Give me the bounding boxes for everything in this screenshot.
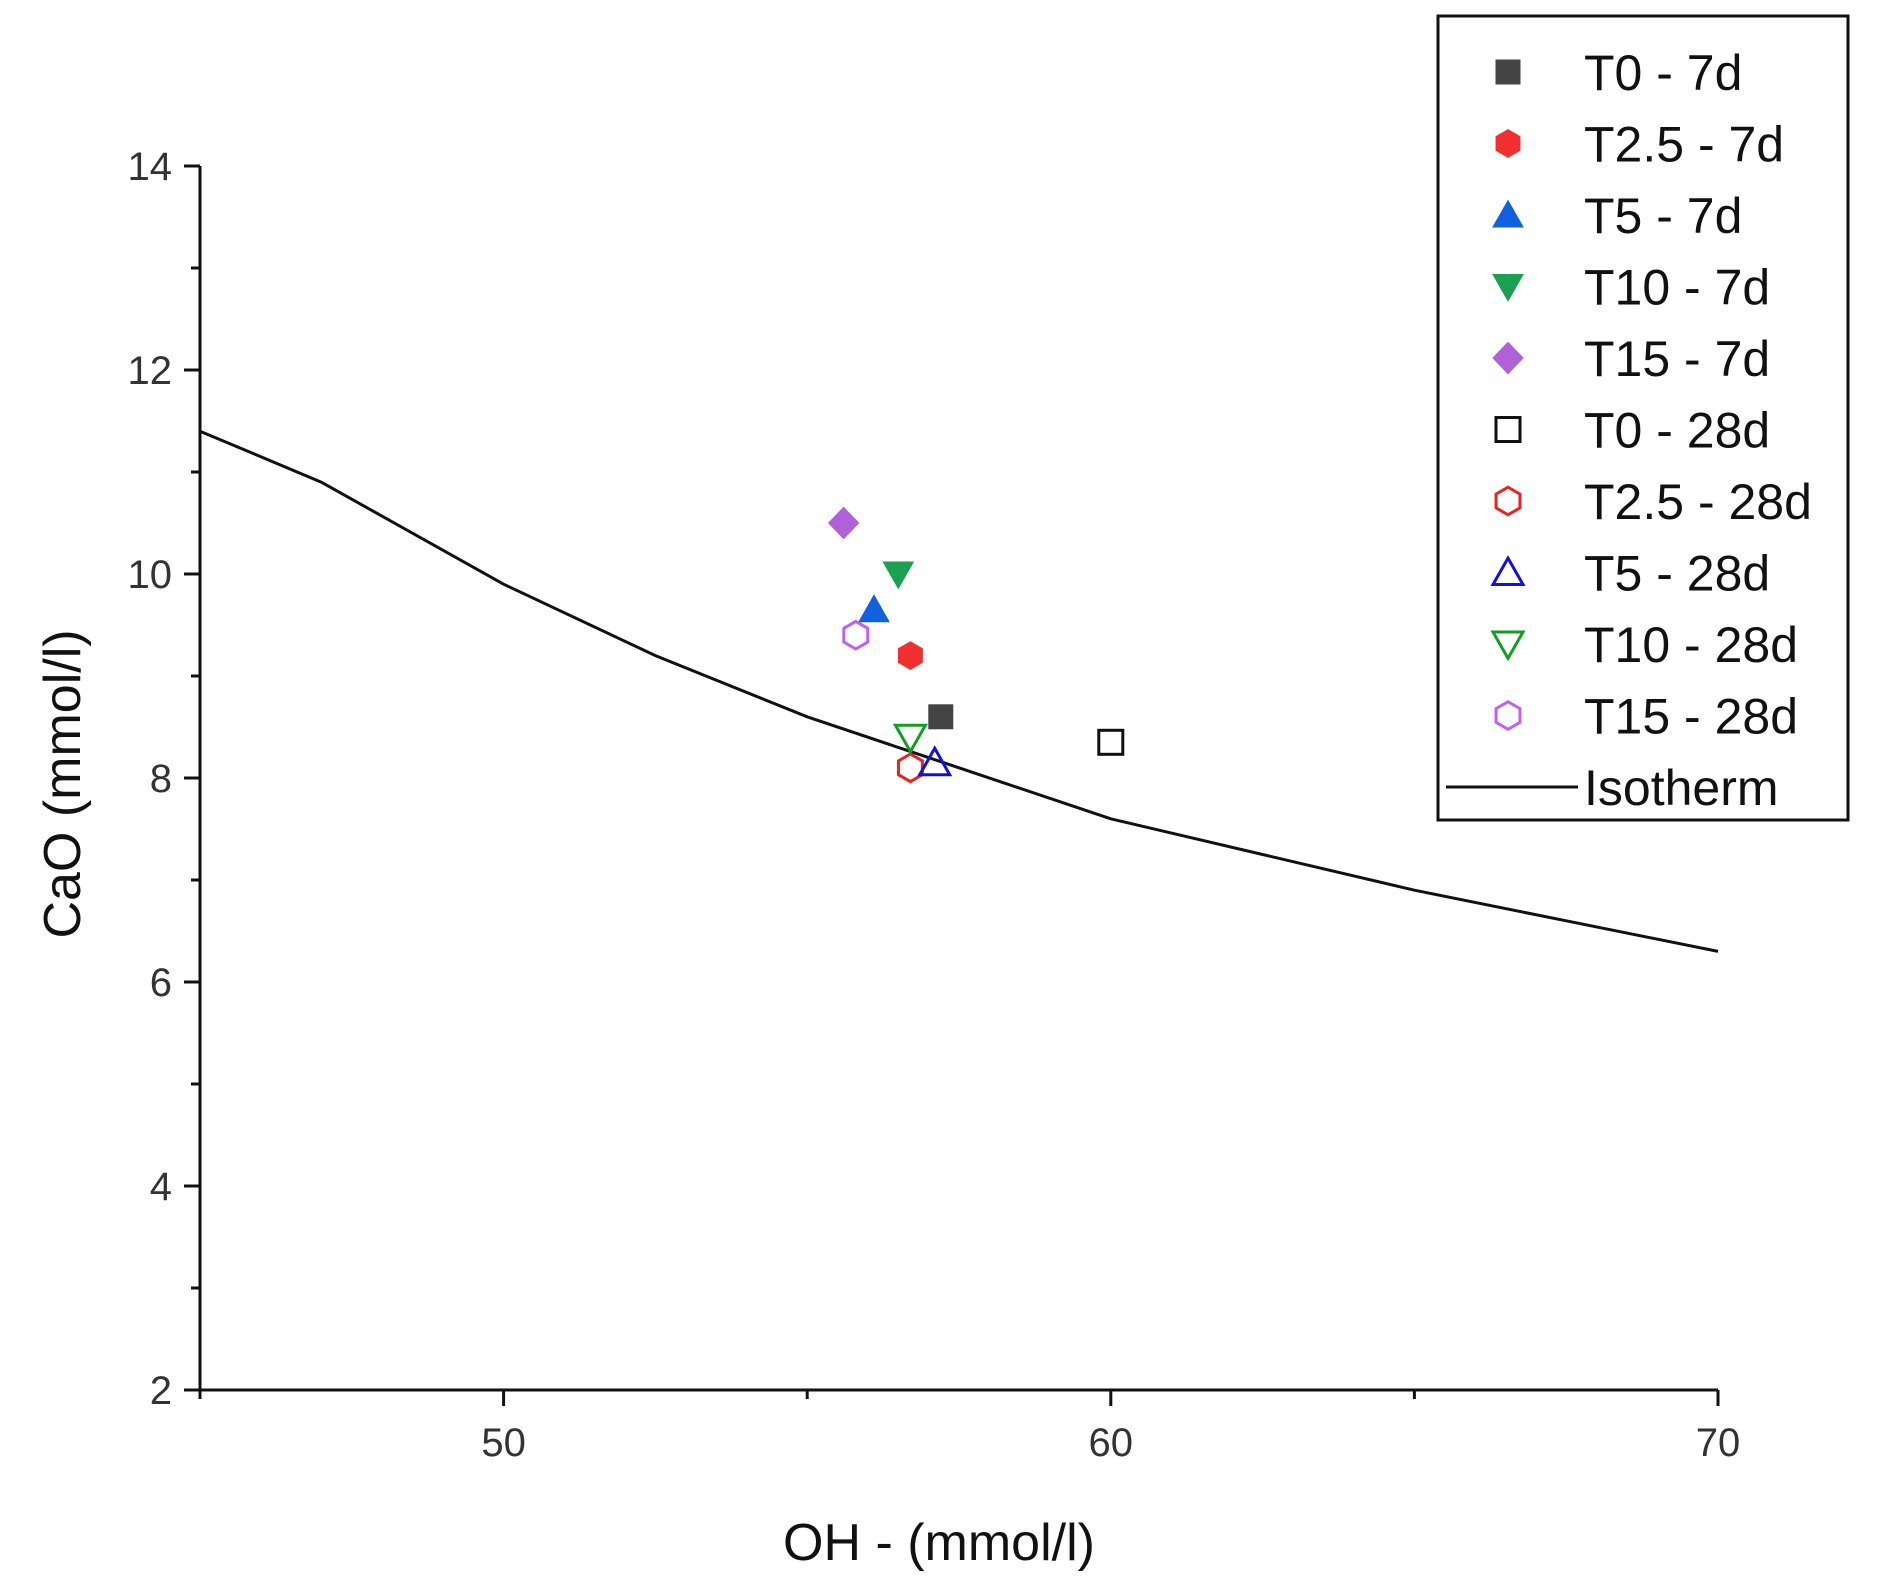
legend-marker-t5-28d [1490,555,1526,586]
legend-label: T0 - 7d [1584,45,1742,101]
legend-label: Isotherm [1584,760,1779,816]
legend-label: T2.5 - 28d [1584,474,1812,530]
y-tick-label: 4 [150,1165,172,1209]
marker-t0-7d [928,704,954,730]
x-axis-title: OH - (mmol/l) [783,1514,1095,1572]
x-tick-label: 60 [1089,1421,1134,1465]
legend-label: T0 - 28d [1584,403,1770,459]
legend-label: T10 - 28d [1584,617,1798,673]
legend-label: T10 - 7d [1584,260,1770,316]
y-tick-label: 12 [128,349,173,393]
legend-label: T5 - 28d [1584,546,1770,602]
y-axis-title: CaO (mmol/l) [34,629,92,938]
legend-marker-t10-7d [1492,274,1524,302]
legend-marker-t15-7d [1492,341,1524,375]
y-tick-label: 14 [128,145,173,189]
marker-t0-28d [1097,728,1125,756]
y-tick-label: 6 [150,961,172,1005]
marker-t10-28d [892,723,929,755]
y-tick-label: 2 [150,1369,172,1413]
data-markers [827,506,1125,784]
legend: T0 - 7d T2.5 - 7d T5 - 7d T10 - 7d T15 - 7d T… [1436,14,1850,822]
legend-label: T5 - 7d [1584,188,1742,244]
marker-t10-7d [882,561,915,590]
marker-t15-7d [827,506,860,540]
legend-label: T2.5 - 7d [1584,117,1784,173]
legend-label: T15 - 28d [1584,689,1798,745]
legend-marker-t0-28d [1494,416,1522,443]
x-tick-label: 50 [481,1421,526,1465]
legend-marker-t5-7d [1492,199,1524,228]
marker-t2-5-28d [896,752,924,784]
marker-t5-28d [917,745,953,777]
y-tick-label: 10 [128,553,173,597]
marker-t15-28d [842,619,870,651]
legend-marker-t10-28d [1490,630,1526,662]
legend-marker-t0-7d [1495,59,1521,85]
legend-marker-t2-5-7d [1495,129,1521,158]
legend-marker-t2-5-28d [1494,485,1522,517]
axes: 2 4 6 8 10 12 14 50 60 70 [128,145,1741,1465]
y-tick-label: 8 [150,757,172,801]
plot-lines [199,429,1719,953]
legend-marker-t15-28d [1494,699,1522,732]
legend-label: T15 - 7d [1584,331,1770,387]
isotherm-line [199,429,1719,953]
x-tick-label: 70 [1696,1421,1741,1465]
marker-t5-7d [858,594,890,623]
marker-t2-5-7d [897,641,923,670]
